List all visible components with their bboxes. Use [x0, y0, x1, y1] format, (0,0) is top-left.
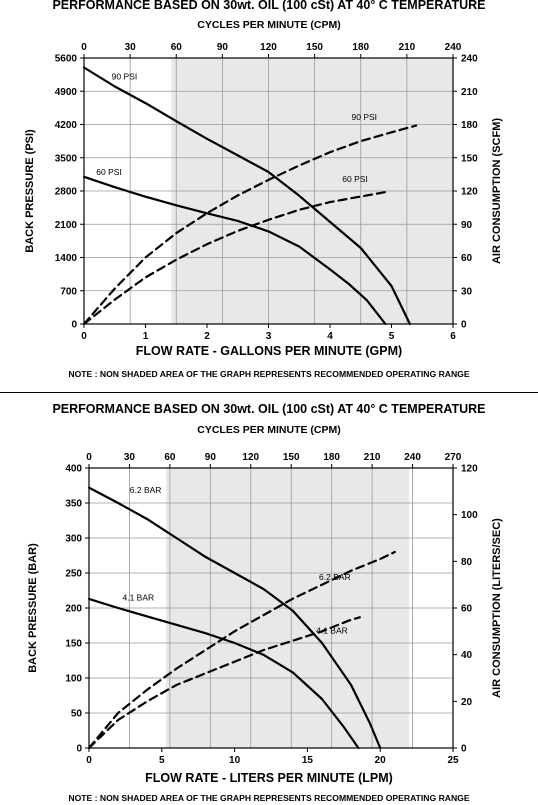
y2-axis-label: AIR CONSUMPTION (SCFM) — [491, 118, 503, 264]
x-tick-label: 10 — [229, 755, 241, 766]
x2-tick-label: 30 — [125, 42, 137, 53]
y-tick-label: 3500 — [55, 153, 78, 164]
x-tick-label: 5 — [159, 755, 165, 766]
y-tick-label: 5600 — [55, 54, 78, 65]
y-tick-label: 4200 — [55, 120, 78, 131]
y2-tick-label: 100 — [461, 510, 478, 521]
back-pressure-curve — [82, 66, 411, 326]
y-axis-label: BACK PRESSURE (BAR) — [27, 543, 39, 673]
y-tick-label: 4900 — [55, 87, 78, 98]
y-tick-label: 350 — [65, 499, 82, 510]
x2-tick-label: 120 — [242, 452, 259, 463]
x2-tick-label: 180 — [323, 452, 340, 463]
x2-tick-label: 240 — [404, 452, 421, 463]
y-tick-label: 2100 — [55, 220, 78, 231]
y2-tick-label: 120 — [461, 464, 478, 475]
y-tick-label: 250 — [65, 569, 82, 580]
x-tick-label: 2 — [204, 331, 210, 342]
y2-tick-label: 240 — [461, 54, 478, 65]
x2-tick-label: 60 — [171, 42, 183, 53]
y-tick-label: 1400 — [55, 253, 78, 264]
y-tick-label: 100 — [65, 674, 82, 685]
series-label: 90 PSI — [112, 71, 138, 81]
x2-tick-label: 60 — [164, 452, 176, 463]
x2-tick-label: 210 — [364, 452, 381, 463]
series-label: 4.1 BAR — [122, 592, 154, 602]
x-axis-label: FLOW RATE - LITERS PER MINUTE (LPM) — [145, 771, 393, 785]
y-tick-label: 700 — [60, 286, 77, 297]
cpm-axis-label: CYCLES PER MINUTE (CPM) — [197, 424, 341, 436]
x-tick-label: 5 — [389, 331, 395, 342]
x2-tick-label: 240 — [445, 42, 462, 53]
x2-tick-label: 0 — [86, 452, 92, 463]
gpm-chart-svg: 0 1 2 3 4 5 60 30 60 90 120 150 180 210 24007001400210… — [24, 42, 503, 342]
series-label: 60 PSI — [342, 174, 368, 184]
chart-title: PERFORMANCE BASED ON 30wt. OIL (100 cSt)… — [52, 0, 486, 12]
y2-tick-label: 150 — [461, 153, 478, 164]
air-consumption-curve — [87, 550, 396, 750]
section-divider — [0, 392, 538, 393]
x2-tick-label: 270 — [445, 452, 462, 463]
series-label: 90 PSI — [352, 112, 378, 122]
y2-tick-label: 210 — [461, 87, 478, 98]
y2-tick-label: 0 — [461, 320, 467, 331]
x-axis-label: FLOW RATE - GALLONS PER MINUTE (GPM) — [135, 344, 403, 358]
y-tick-label: 150 — [65, 639, 82, 650]
y2-tick-label: 120 — [461, 187, 478, 198]
air-consumption-curve — [87, 616, 361, 750]
operating-range-note: NOTE : NON SHADED AREA OF THE GRAPH REPR… — [68, 793, 470, 803]
y-tick-label: 200 — [65, 604, 82, 615]
x2-tick-label: 30 — [124, 452, 136, 463]
x2-tick-label: 0 — [81, 42, 87, 53]
air-consumption-curve — [82, 124, 418, 326]
x2-tick-label: 90 — [217, 42, 229, 53]
series-label: 6.2 BAR — [319, 572, 351, 582]
x2-tick-label: 210 — [399, 42, 416, 53]
series-label: 4.1 BAR — [316, 626, 348, 636]
chart-title: PERFORMANCE BASED ON 30wt. OIL (100 cSt)… — [52, 402, 486, 416]
x-tick-label: 4 — [327, 331, 333, 342]
x2-tick-label: 120 — [260, 42, 277, 53]
y-tick-label: 300 — [65, 534, 82, 545]
y-tick-label: 50 — [71, 709, 83, 720]
x-tick-label: 6 — [450, 331, 456, 342]
y-tick-label: 2800 — [55, 187, 78, 198]
series-label: 60 PSI — [96, 167, 122, 177]
operating-range-note: NOTE : NON SHADED AREA OF THE GRAPH REPR… — [68, 369, 470, 379]
x2-tick-label: 150 — [306, 42, 323, 53]
y2-tick-label: 60 — [461, 604, 473, 615]
y-tick-label: 0 — [71, 320, 77, 331]
air-consumption-curve — [82, 191, 387, 326]
back-pressure-curve — [87, 597, 360, 750]
x2-tick-label: 90 — [205, 452, 217, 463]
x-tick-label: 25 — [447, 755, 459, 766]
x-tick-label: 15 — [302, 755, 314, 766]
gpm-chart-panel: PERFORMANCE BASED ON 30wt. OIL (100 cSt)… — [0, 0, 538, 390]
cpm-axis-label: CYCLES PER MINUTE (CPM) — [197, 19, 341, 31]
y2-tick-label: 180 — [461, 120, 478, 131]
y2-tick-label: 30 — [461, 286, 473, 297]
y2-tick-label: 60 — [461, 253, 473, 264]
y2-tick-label: 0 — [461, 744, 467, 755]
back-pressure-curve — [87, 486, 382, 750]
x-tick-label: 1 — [143, 331, 149, 342]
y2-axis-label: AIR CONSUMPTION (LITERS/SEC) — [491, 518, 503, 698]
x2-tick-label: 150 — [283, 452, 300, 463]
y-tick-label: 400 — [65, 464, 82, 475]
x2-tick-label: 180 — [352, 42, 369, 53]
x-tick-label: 20 — [375, 755, 387, 766]
lpm-chart-svg: 0 5 10 15 20 250 30 60 90 120 150 180 210 240 27005010… — [27, 452, 503, 766]
y2-tick-label: 80 — [461, 557, 473, 568]
y2-tick-label: 20 — [461, 697, 473, 708]
x-tick-label: 0 — [81, 331, 87, 342]
y-tick-label: 0 — [76, 744, 82, 755]
y-axis-label: BACK PRESSURE (PSI) — [24, 129, 36, 253]
x-tick-label: 0 — [86, 755, 92, 766]
x-tick-label: 3 — [266, 331, 272, 342]
series-label: 6.2 BAR — [130, 485, 162, 495]
y2-tick-label: 90 — [461, 220, 473, 231]
y2-tick-label: 40 — [461, 650, 473, 661]
lpm-chart-panel: PERFORMANCE BASED ON 30wt. OIL (100 cSt)… — [0, 396, 538, 805]
